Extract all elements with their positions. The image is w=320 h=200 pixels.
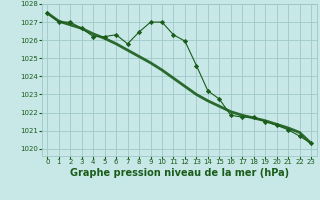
X-axis label: Graphe pression niveau de la mer (hPa): Graphe pression niveau de la mer (hPa) xyxy=(70,168,289,178)
